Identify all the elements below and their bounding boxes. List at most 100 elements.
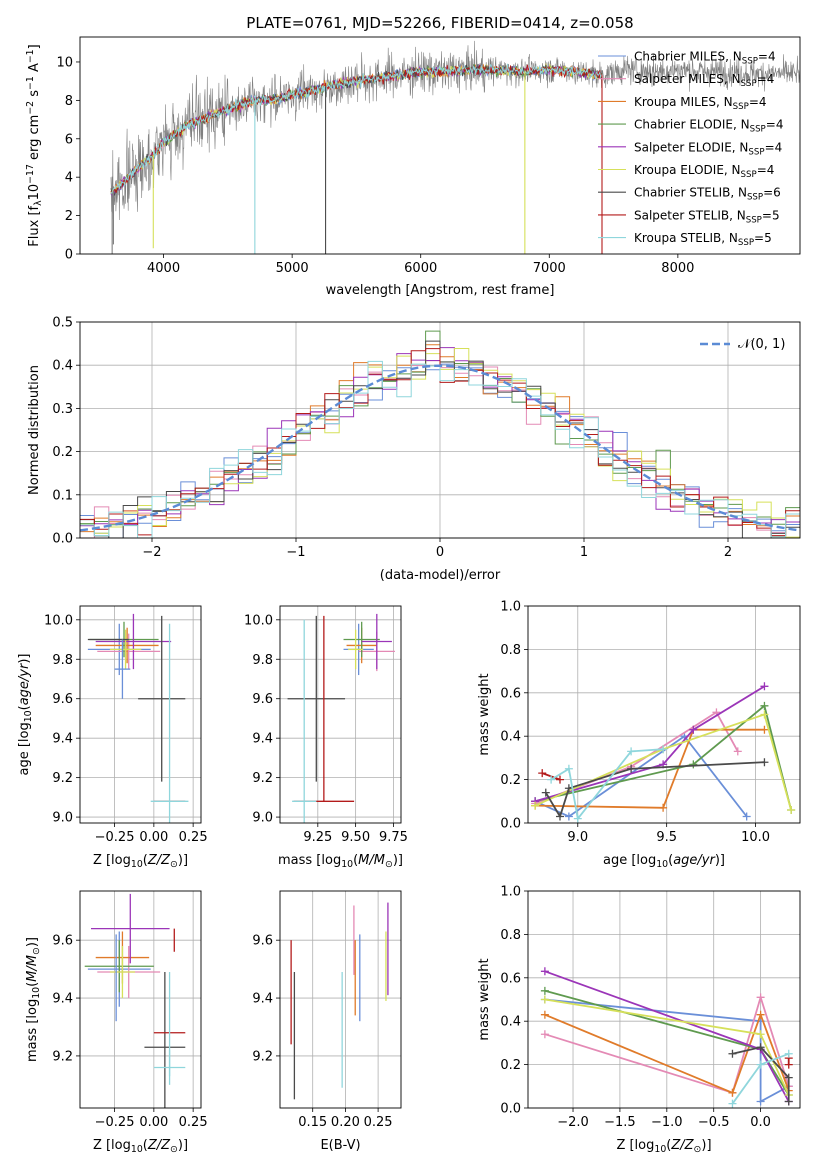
y-tick-label: 0.0 <box>500 1102 521 1117</box>
y-axis-label: Normed distribution <box>27 365 42 495</box>
weight-marker <box>547 775 556 784</box>
weight-marker <box>787 805 796 814</box>
weight-marker <box>540 1010 549 1019</box>
y-axis-label: mass weight <box>477 958 492 1040</box>
weight-line <box>534 713 792 811</box>
age-vs-metallicity-panel: −0.25 0.00 0.25 9.0 9.2 9.4 9.6 9.8 10.0 Z [log10… <box>17 605 208 870</box>
weight-marker <box>756 993 765 1002</box>
y-tick-label: 0.0 <box>52 532 73 547</box>
y-tick-label: 10.0 <box>244 613 273 628</box>
y-tick-label: 0.0 <box>500 817 521 832</box>
y-tick-label: 9.2 <box>52 771 73 786</box>
x-axis-label: Z [log10(Z/Z⊙)] <box>616 1138 711 1155</box>
y-tick-label: 6 <box>65 132 73 147</box>
y-tick-label: 9.4 <box>52 992 73 1007</box>
x-tick-label: −0.25 <box>95 1115 135 1130</box>
weight-marker <box>531 801 540 810</box>
weight-marker <box>556 812 564 821</box>
grid <box>280 891 401 1108</box>
x-tick-label: 9.75 <box>379 830 408 845</box>
weight-line <box>534 711 739 805</box>
y-tick-label: 0.8 <box>500 928 521 943</box>
x-tick-label: 8000 <box>661 261 694 276</box>
weight-marker <box>756 1043 765 1052</box>
y-axis-label: mass weight <box>477 673 492 755</box>
axes-frame <box>527 605 801 824</box>
weight-marker <box>540 967 549 976</box>
y-tick-label: 0.4 <box>500 1015 521 1030</box>
plot-area <box>87 613 189 823</box>
y-tick-label: 1.0 <box>500 600 521 615</box>
y-tick-label: 0.3 <box>52 402 73 417</box>
x-tick-label: −1 <box>286 545 305 560</box>
y-tick-label: 9.4 <box>252 732 273 747</box>
x-axis-label: Z [log10(Z/Z⊙)] <box>93 1138 188 1155</box>
x-tick-label: −2 <box>142 545 161 560</box>
x-axis-label: age [log10(age/yr)] <box>603 853 725 870</box>
weight-marker <box>760 701 769 710</box>
weight-marker <box>760 682 769 691</box>
weight-marker <box>564 812 573 821</box>
grid <box>80 606 201 823</box>
weight-line <box>534 734 748 818</box>
plot-area <box>540 967 793 1108</box>
y-tick-label: 1.0 <box>500 885 521 900</box>
x-tick-label: 5000 <box>276 261 309 276</box>
weight-marker <box>784 1097 793 1106</box>
y-tick-label: 9.4 <box>252 992 273 1007</box>
x-axis-label: Z [log10(Z/Z⊙)] <box>93 853 188 870</box>
model-spectrum-line <box>110 63 602 195</box>
y-tick-label: 9.8 <box>52 653 73 668</box>
x-tick-label: 9.25 <box>303 830 332 845</box>
x-tick-label: 7000 <box>533 261 566 276</box>
x-tick-label: −0.5 <box>698 1115 730 1130</box>
weight-marker <box>689 725 698 734</box>
y-tick-label: 9.6 <box>52 692 73 707</box>
y-tick-label: 0.5 <box>52 316 73 331</box>
legend-label: 𝒩(0, 1) <box>738 337 785 352</box>
normal-curve <box>80 364 800 532</box>
y-tick-label: 0.6 <box>500 686 521 701</box>
plot-area <box>110 40 800 254</box>
age-vs-mass-panel: 9.25 9.50 9.75 9.0 9.2 9.4 9.6 9.8 10.0 mass [log… <box>244 605 408 870</box>
weight-marker <box>564 764 573 773</box>
legend-label: Kroupa ELODIE, NSSP=4 <box>634 163 774 180</box>
legend-label: Chabrier ELODIE, NSSP=4 <box>634 118 783 135</box>
x-tick-label: 0.0 <box>750 1115 771 1130</box>
mass-vs-extinction-panel: 0.15 0.20 0.25 9.2 9.4 9.6 E(B-V) <box>252 890 402 1153</box>
grid <box>80 891 201 1108</box>
axes-frame <box>79 890 202 1109</box>
plot-area <box>290 902 389 1100</box>
x-tick-label: −1.5 <box>604 1115 636 1130</box>
axes-frame <box>279 890 402 1109</box>
weight-marker <box>760 710 769 719</box>
legend-label: Kroupa STELIB, NSSP=5 <box>634 231 772 248</box>
weight-marker <box>756 1030 765 1039</box>
x-tick-label: 6000 <box>404 261 437 276</box>
plot-area <box>84 893 186 1108</box>
legend-label: Kroupa MILES, NSSP=4 <box>634 95 767 112</box>
x-tick-label: −1.0 <box>651 1115 683 1130</box>
y-axis-label: age [log10(age/yr)] <box>17 653 34 775</box>
y-tick-label: 0.6 <box>500 971 521 986</box>
x-tick-label: 9.0 <box>567 830 588 845</box>
y-tick-label: 10.0 <box>44 613 73 628</box>
legend-label: Chabrier MILES, NSSP=4 <box>634 50 776 67</box>
weight-marker <box>733 747 742 756</box>
axes-frame <box>79 36 801 255</box>
x-tick-label: 0.25 <box>364 1115 393 1130</box>
residual-histogram <box>80 360 800 538</box>
weight-marker <box>540 986 549 995</box>
y-tick-label: 4 <box>65 171 73 186</box>
y-tick-label: 9.2 <box>252 771 273 786</box>
weight-line <box>732 1046 790 1102</box>
y-tick-label: 9.0 <box>52 811 73 826</box>
weight-line <box>534 685 765 803</box>
weight-marker <box>627 747 636 756</box>
weight-marker <box>756 1010 765 1019</box>
y-tick-label: 0.8 <box>500 643 521 658</box>
y-tick-label: 8 <box>65 94 73 109</box>
x-axis-label: mass [log10(M/M⊙)] <box>278 853 403 870</box>
x-tick-label: 0.00 <box>139 830 168 845</box>
plot-area <box>287 613 395 823</box>
